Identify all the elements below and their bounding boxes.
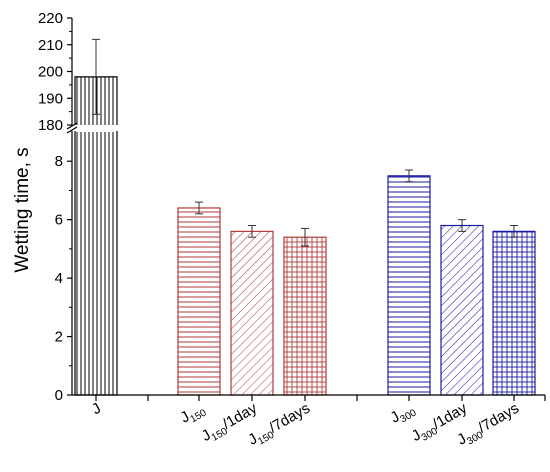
y-tick-label: 6 [55,212,63,229]
axes: 0 2 4 6 8 180 190 200 210 220 [38,10,546,404]
bar-1 [177,207,221,396]
bar-6 [492,230,536,396]
bar-0-lower [75,132,117,395]
y-tick-label: 0 [55,387,63,404]
bar-5 [440,224,484,396]
axis-break-mark [66,126,78,134]
y-axis-label: Wetting time, s [12,147,33,272]
error-bar-0 [92,38,100,115]
y-tick-label: 2 [55,329,63,346]
y-tick-label: 180 [38,117,63,134]
y-tick-label: 8 [55,153,63,170]
error-bar-5 [458,219,466,232]
error-bar-3 [301,227,309,247]
x-tick-label: J [89,400,104,418]
bar-break-gap [74,125,118,131]
bar-3 [283,236,327,396]
error-bar-6 [510,225,518,238]
error-bar-1 [195,201,203,215]
x-tick-label: J150 [178,400,209,430]
y-tick-label: 220 [38,10,63,27]
y-tick-label: 190 [38,90,63,107]
x-tick-label: J300 [388,400,419,430]
y-tick-label: 210 [38,37,63,54]
axis-break-mark [66,122,78,130]
y-tick-label: 200 [38,64,63,81]
bars [74,76,536,396]
error-bar-2 [248,225,256,238]
bar-4 [387,175,431,396]
error-bar-4 [405,169,413,183]
error-bars [92,38,518,247]
y-tick-label: 4 [55,270,63,287]
bar-2 [230,230,274,396]
